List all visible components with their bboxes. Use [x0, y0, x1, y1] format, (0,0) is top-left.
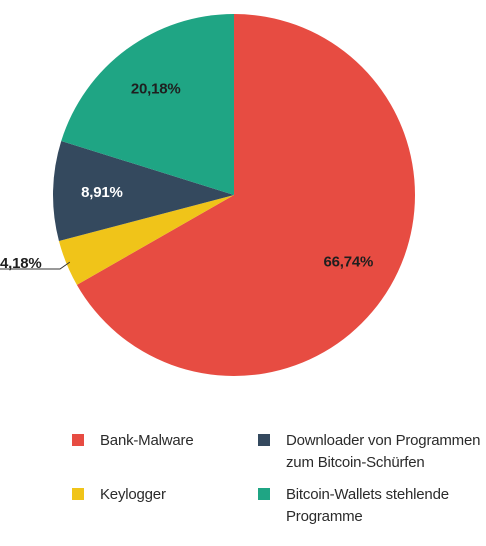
- legend-label: Keylogger: [100, 486, 166, 503]
- pie-slice-keylogger: [58, 195, 234, 285]
- slice-label-bank-malware: 66,74%: [323, 253, 373, 270]
- pie-slice-downloader-von-programmen-zum-bitcoin-sch-rfen: [53, 141, 234, 241]
- legend: Bank-Malware Downloader von Programmen zum…: [72, 432, 480, 525]
- legend-swatch: [258, 488, 270, 500]
- pie-slices: [53, 13, 415, 376]
- slice-labels: 66,74% 4,18% 8,91% 20,18%: [0, 81, 373, 272]
- legend-label: Bitcoin-Wallets stehlende: [286, 486, 449, 503]
- slice-label-downloader-von-programmen-zum-bitcoin-sch-rfen: 8,91%: [81, 184, 123, 201]
- leader-line-keylogger: [0, 261, 71, 270]
- slice-label-bitcoin-wallets-stehlende-programme: 20,18%: [131, 81, 181, 98]
- legend-label: Programme: [286, 508, 363, 525]
- legend-swatch: [72, 488, 84, 500]
- pie-slice-bitcoin-wallets-stehlende-programme: [61, 13, 234, 196]
- legend-label: Bank-Malware: [100, 432, 193, 449]
- legend-item-keylogger: Keylogger: [72, 486, 166, 503]
- legend-swatch: [72, 434, 84, 446]
- legend-item-bitcoin-wallets-stehlende-programme: Bitcoin-Wallets stehlende Programme: [258, 486, 449, 525]
- legend-item-bank-malware: Bank-Malware: [72, 432, 194, 449]
- legend-item-downloader-von-programmen-zum-bitcoin-sch-rfen: Downloader von Programmen zum Bitcoin-Sch…: [258, 432, 480, 471]
- legend-label: zum Bitcoin-Schürfen: [286, 454, 425, 471]
- legend-swatch: [258, 434, 270, 446]
- pie-slice-bank-malware: [76, 14, 415, 376]
- slice-label-keylogger: 4,18%: [0, 255, 42, 272]
- legend-label: Downloader von Programmen: [286, 432, 480, 449]
